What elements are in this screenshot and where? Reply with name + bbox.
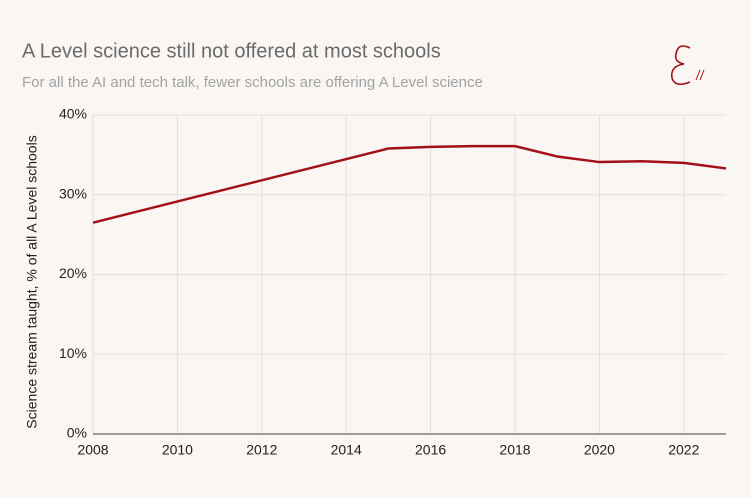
logo-mark: [695, 69, 705, 81]
x-tick-label: 2008: [77, 442, 108, 458]
x-tick-label: 2010: [162, 442, 193, 458]
y-tick-label: 40%: [59, 106, 87, 122]
chart-subtitle: For all the AI and tech talk, fewer scho…: [22, 74, 483, 91]
x-tick-label: 2022: [668, 442, 699, 458]
line-series: [92, 144, 727, 224]
x-tick-label: 2014: [331, 442, 362, 458]
logo-mark: [670, 45, 691, 86]
x-tick-label: 2018: [499, 442, 530, 458]
x-tick-label: 2012: [246, 442, 277, 458]
y-tick-label: 0%: [67, 425, 87, 441]
y-tick-label: 30%: [59, 185, 87, 201]
x-tick-label: 2020: [584, 442, 615, 458]
y-tick-label: 10%: [59, 345, 87, 361]
logo: [670, 45, 705, 86]
x-tick-label: 2016: [415, 442, 446, 458]
chart-title: A Level science still not offered at mos…: [22, 40, 441, 62]
y-tick-label: 20%: [59, 265, 87, 281]
y-axis-label: Science stream taught, % of all A Level …: [24, 135, 40, 428]
